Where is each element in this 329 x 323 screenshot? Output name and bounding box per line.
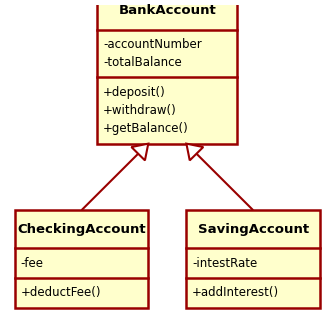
Text: CheckingAccount: CheckingAccount — [17, 223, 146, 236]
Text: -fee: -fee — [20, 257, 43, 270]
Text: +getBalance(): +getBalance() — [103, 122, 189, 135]
Bar — [15, 210, 148, 307]
Text: -totalBalance: -totalBalance — [103, 56, 182, 69]
Text: BankAccount: BankAccount — [118, 4, 216, 17]
Text: -accountNumber: -accountNumber — [103, 38, 202, 51]
Text: SavingAccount: SavingAccount — [198, 223, 309, 236]
Text: +deposit(): +deposit() — [103, 86, 166, 99]
Bar — [97, 0, 237, 144]
Bar — [187, 210, 320, 307]
Text: +deductFee(): +deductFee() — [20, 286, 101, 299]
Polygon shape — [131, 144, 148, 161]
Text: +addInterest(): +addInterest() — [192, 286, 279, 299]
Text: -intestRate: -intestRate — [192, 257, 257, 270]
Text: +withdraw(): +withdraw() — [103, 104, 177, 117]
Polygon shape — [187, 144, 203, 161]
